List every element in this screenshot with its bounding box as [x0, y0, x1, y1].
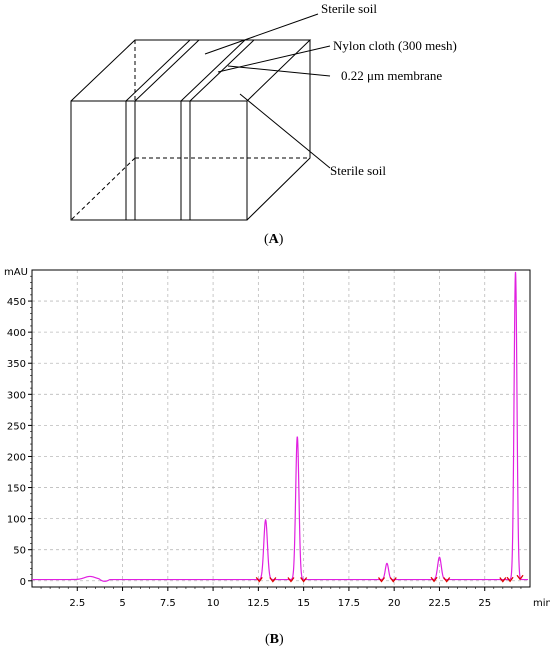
label-leader-lines [204, 13, 331, 169]
peak-marker [506, 576, 514, 583]
peak-marker [430, 576, 438, 583]
caption-b: (B) [265, 632, 284, 647]
y-tick-label: 250 [7, 421, 26, 432]
peak-marker [377, 577, 386, 583]
y-tick-label: 350 [7, 359, 26, 370]
peak-marker [516, 574, 524, 581]
x-tick-label: 22.5 [428, 598, 450, 609]
caption-b-letter: B [269, 632, 280, 647]
peak-marker [499, 577, 507, 583]
x-tick-label: 7.5 [160, 598, 176, 609]
peak-marker [443, 577, 451, 583]
y-tick-label: 0 [20, 577, 26, 588]
axis-ticks: 2.5 5 7.5 10 12.5 15 17.5 20 22.5 250501001502002… [7, 275, 522, 609]
y-tick-label: 150 [7, 484, 26, 495]
x-tick-label: 20 [388, 598, 401, 609]
peak-marker [269, 577, 277, 583]
label-right-sterile-soil: Sterile soil [330, 163, 386, 178]
peak-marker [255, 577, 263, 583]
chromatogram-trace-line [32, 271, 529, 582]
x-tick-label: 25 [478, 598, 491, 609]
peak-marker [287, 577, 295, 583]
y-tick-label: 450 [7, 297, 26, 308]
plot-frame [31, 269, 531, 588]
grid [32, 270, 530, 587]
box-front-face [70, 100, 248, 221]
peak-marker [389, 577, 397, 583]
y-axis-label: mAU [4, 267, 28, 278]
label-top-sterile-soil: Sterile soil [321, 1, 377, 16]
peak-marker [300, 577, 308, 583]
x-tick-label: 17.5 [338, 598, 360, 609]
x-tick-label: 12.5 [247, 598, 269, 609]
label-nylon-cloth: Nylon cloth (300 mesh) [333, 38, 457, 53]
caption-a-letter: A [268, 232, 279, 247]
soil-box-diagram: Sterile soil Nylon cloth (300 mesh) 0.22… [70, 1, 457, 221]
y-tick-label: 200 [7, 452, 26, 463]
chromatogram-chart: 2.5 5 7.5 10 12.5 15 17.5 20 22.5 250501001502002… [4, 267, 550, 609]
partition-lines [125, 39, 255, 220]
x-tick-label: 5 [119, 598, 125, 609]
y-tick-label: 400 [7, 328, 26, 339]
label-membrane: 0.22 μm membrane [341, 68, 442, 83]
x-tick-label: 10 [207, 598, 220, 609]
box-right-face [246, 40, 311, 221]
x-tick-label: 2.5 [69, 598, 85, 609]
y-tick-label: 50 [13, 546, 26, 557]
x-tick-label: 15 [297, 598, 310, 609]
y-tick-label: 100 [7, 515, 26, 526]
trace [32, 271, 529, 583]
x-axis-label: min [533, 598, 550, 609]
y-tick-label: 300 [7, 390, 26, 401]
caption-a: (A) [264, 232, 284, 247]
